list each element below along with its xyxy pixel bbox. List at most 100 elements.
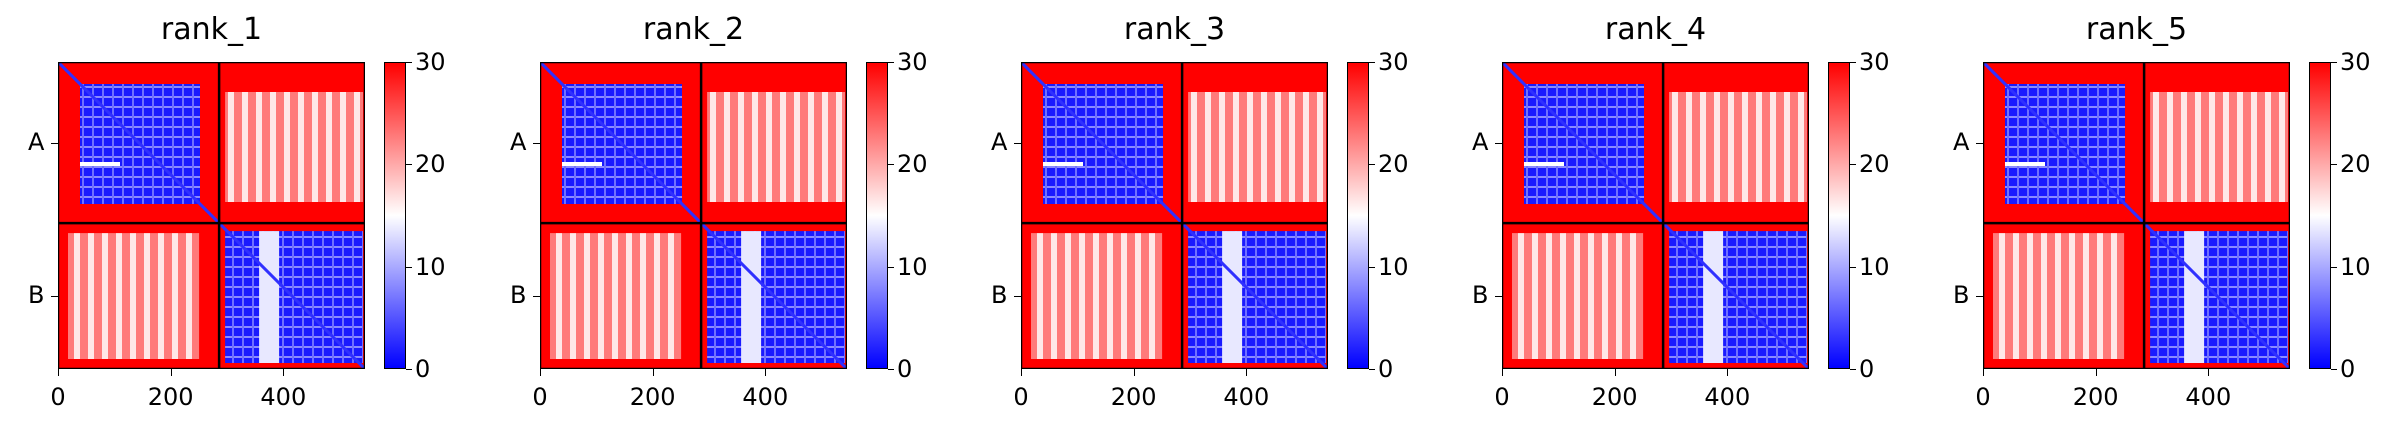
colorbar-tick-label: 10 (1859, 252, 1890, 281)
colorbar-tick-mark (1369, 164, 1375, 166)
colorbar-tick-mark (406, 62, 412, 63)
heatmap-block-aa-band (1524, 162, 1564, 166)
y-tick-mark (51, 142, 58, 144)
y-tick-mark (1014, 142, 1021, 144)
x-tick-mark (2208, 369, 2210, 376)
heatmap-block-ba (1512, 233, 1644, 359)
heatmap-block-aa-band (562, 162, 602, 166)
heatmap-frame (1983, 62, 2290, 369)
heatmap-block-ab (225, 92, 363, 202)
x-tick-mark (652, 369, 654, 376)
x-tick-label: 400 (1223, 383, 1270, 411)
colorbar-tick-label: 10 (415, 252, 446, 281)
heatmap-block-ba (1031, 233, 1163, 359)
colorbar-tick-mark (2331, 266, 2337, 268)
heatmap-svg (540, 62, 847, 369)
colorbar-tick-label: 30 (897, 48, 928, 76)
colorbar-tick-label: 0 (2340, 355, 2356, 383)
heatmap-block-ba (68, 233, 200, 359)
colorbar-tick-label: 30 (1378, 48, 1409, 76)
y-tick-label: B (1472, 281, 1489, 310)
colorbar-tick-label: 20 (897, 150, 928, 179)
colorbar-tick-label: 20 (1859, 150, 1890, 179)
colorbar-tick-label: 20 (415, 150, 446, 179)
heatmap-block-aa-band (2005, 162, 2045, 166)
y-tick-mark (533, 142, 540, 144)
x-tick-mark (1614, 369, 1616, 376)
y-tick-label: A (510, 127, 527, 156)
colorbar-tick-mark (406, 164, 412, 166)
colorbar-tick-mark (2331, 62, 2337, 63)
colorbar-tick-label: 0 (897, 355, 913, 383)
y-tick-mark (1495, 296, 1502, 298)
x-tick-label: 0 (1013, 383, 1029, 411)
colorbar (384, 62, 406, 369)
y-tick-label: A (991, 127, 1008, 156)
x-tick-label: 400 (742, 383, 789, 411)
heatmap-diagonal (1983, 62, 2290, 369)
colorbar-tick-mark (888, 62, 894, 63)
heatmap (1502, 62, 1809, 369)
x-tick-label: 400 (1704, 383, 1751, 411)
heatmap-svg (58, 62, 365, 369)
heatmap-frame (1502, 62, 1809, 369)
colorbar-tick-label: 0 (1378, 355, 1394, 383)
colorbar-tick-label: 0 (1859, 355, 1875, 383)
colorbar-tick-label: 10 (1378, 252, 1409, 281)
heatmap-block-bb-band (741, 231, 762, 363)
colorbar-tick-label: 30 (415, 48, 446, 76)
colorbar-tick-mark (888, 266, 894, 268)
y-tick-label: B (28, 281, 45, 310)
chart-title: rank_4 (1604, 12, 1707, 47)
colorbar-tick-label: 10 (897, 252, 928, 281)
colorbar-tick-label: 30 (1859, 48, 1890, 76)
y-tick-mark (1014, 296, 1021, 298)
colorbar-tick-label: 10 (2340, 252, 2371, 281)
colorbar-tick-mark (1369, 62, 1375, 63)
x-tick-label: 200 (1110, 383, 1157, 411)
heatmap (1021, 62, 1328, 369)
heatmap-block-ab (1188, 92, 1326, 202)
x-tick-label: 0 (1494, 383, 1510, 411)
colorbar-tick-mark (1369, 266, 1375, 268)
colorbar-tick-label: 20 (2340, 150, 2371, 179)
colorbar-tick-mark (1850, 164, 1856, 166)
colorbar-tick-mark (2331, 164, 2337, 166)
colorbar-tick-mark (1369, 369, 1375, 370)
heatmap-diagonal (540, 62, 847, 369)
heatmap-diagonal (1502, 62, 1809, 369)
heatmap-frame (58, 62, 365, 369)
colorbar (1347, 62, 1369, 369)
y-tick-label: B (991, 281, 1008, 310)
colorbar-tick-mark (406, 369, 412, 370)
y-tick-label: B (1953, 281, 1970, 310)
heatmap-frame (540, 62, 847, 369)
heatmap-block-aa-band (80, 162, 120, 166)
y-tick-label: A (1953, 127, 1970, 156)
colorbar-tick-label: 20 (1378, 150, 1409, 179)
x-tick-label: 200 (2072, 383, 2119, 411)
colorbar-tick-mark (406, 266, 412, 268)
heatmap-block-ba (550, 233, 682, 359)
heatmap-frame (1021, 62, 1328, 369)
y-tick-label: B (510, 281, 527, 310)
heatmap-svg (1021, 62, 1328, 369)
x-tick-label: 200 (1591, 383, 1638, 411)
heatmap-block-bb-band (1222, 231, 1243, 363)
x-tick-mark (1727, 369, 1729, 376)
heatmap-block-ab (1669, 92, 1807, 202)
x-tick-mark (58, 369, 59, 376)
heatmap-block-ab (707, 92, 845, 202)
heatmap-block-ab (2150, 92, 2288, 202)
colorbar-tick-label: 0 (415, 355, 431, 383)
heatmap (1983, 62, 2290, 369)
heatmap-svg (1983, 62, 2290, 369)
colorbar (2309, 62, 2331, 369)
x-tick-mark (1502, 369, 1503, 376)
y-tick-mark (533, 296, 540, 298)
x-tick-label: 400 (260, 383, 307, 411)
x-tick-mark (283, 369, 285, 376)
x-tick-mark (1021, 369, 1022, 376)
chart-title: rank_1 (160, 12, 263, 47)
y-tick-mark (1495, 142, 1502, 144)
